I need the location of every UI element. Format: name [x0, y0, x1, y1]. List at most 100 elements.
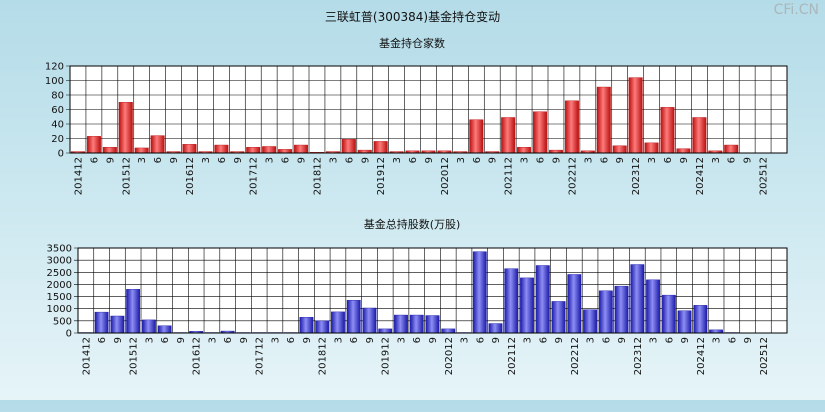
x-tick-label: 6	[286, 337, 297, 343]
y-tick-label: 1500	[47, 292, 72, 303]
x-tick-label: 6	[727, 157, 738, 163]
x-tick-label: 9	[424, 157, 435, 163]
x-tick-label: 202412	[696, 337, 707, 375]
x-tick-label: 9	[680, 337, 691, 343]
x-tick-label: 9	[113, 337, 124, 343]
x-tick-label: 9	[105, 157, 116, 163]
x-tick-label: 202512	[759, 157, 770, 195]
x-tick-label: 3	[137, 157, 148, 163]
bar	[347, 300, 360, 333]
x-tick-label: 3	[201, 157, 212, 163]
x-tick-label: 6	[217, 157, 228, 163]
x-tick-label: 9	[743, 337, 754, 343]
bar	[87, 136, 101, 153]
bar	[724, 145, 738, 153]
x-tick-label: 202212	[567, 157, 578, 195]
bar	[613, 146, 627, 153]
x-tick-label: 9	[176, 337, 187, 343]
x-tick-label: 6	[727, 337, 738, 343]
bar	[505, 269, 518, 333]
bar	[565, 101, 579, 153]
x-tick-label: 9	[617, 337, 628, 343]
x-tick-label: 201912	[376, 157, 387, 195]
bar	[501, 117, 515, 153]
bar	[151, 136, 165, 153]
x-tick-label: 3	[270, 337, 281, 343]
bar	[394, 315, 407, 333]
x-tick-label: 9	[615, 157, 626, 163]
y-tick-label: 120	[45, 62, 64, 73]
x-tick-label: 202412	[695, 157, 706, 195]
bar	[426, 316, 439, 333]
x-tick-label: 3	[649, 337, 660, 343]
bar	[135, 148, 149, 153]
x-tick-label: 9	[554, 337, 565, 343]
x-tick-label: 201412	[81, 337, 92, 375]
x-tick-label: 3	[333, 337, 344, 343]
x-tick-label: 9	[233, 157, 244, 163]
bar	[583, 310, 596, 333]
x-tick-label: 6	[89, 157, 100, 163]
bar	[693, 117, 707, 153]
bar	[517, 147, 531, 153]
page-title: 三联虹普(300384)基金持仓变动	[0, 8, 825, 25]
x-tick-label: 3	[523, 337, 534, 343]
x-tick-label: 3	[583, 157, 594, 163]
y-tick-label: 2000	[47, 280, 72, 291]
x-tick-label: 202312	[633, 337, 644, 375]
x-tick-label: 201512	[121, 157, 132, 195]
bar	[278, 149, 292, 153]
x-tick-label: 202012	[440, 157, 451, 195]
bar	[597, 87, 611, 153]
x-tick-label: 202112	[504, 157, 515, 195]
y-tick-label: 1000	[47, 304, 72, 315]
x-tick-label: 9	[488, 157, 499, 163]
x-tick-label: 6	[97, 337, 108, 343]
x-tick-label: 3	[265, 157, 276, 163]
x-tick-label: 9	[360, 157, 371, 163]
bar	[662, 295, 675, 333]
x-tick-label: 3	[520, 157, 531, 163]
x-tick-label: 6	[663, 157, 674, 163]
bar	[646, 280, 659, 333]
x-tick-label: 9	[551, 157, 562, 163]
bar	[629, 78, 643, 153]
y-tick-label: 80	[51, 91, 64, 102]
chart-title: 基金总持股数(万股)	[364, 217, 461, 231]
x-tick-label: 202012	[444, 337, 455, 375]
bar	[536, 265, 549, 333]
x-tick-label: 6	[412, 337, 423, 343]
x-tick-label: 3	[144, 337, 155, 343]
bar	[262, 146, 276, 153]
x-tick-label: 201512	[129, 337, 140, 375]
bar	[694, 305, 707, 333]
x-tick-label: 201912	[381, 337, 392, 375]
y-tick-label: 40	[51, 120, 64, 131]
watermark-logo: CFi.CN	[774, 2, 819, 18]
x-tick-label: 3	[711, 157, 722, 163]
bar	[95, 312, 108, 333]
bar	[183, 144, 197, 153]
x-tick-label: 202512	[759, 337, 770, 375]
bar	[331, 312, 344, 333]
x-tick-label: 9	[679, 157, 690, 163]
bar	[316, 321, 329, 333]
x-tick-label: 3	[647, 157, 658, 163]
x-tick-label: 9	[365, 337, 376, 343]
x-tick-label: 6	[349, 337, 360, 343]
bar	[215, 145, 229, 153]
x-tick-label: 6	[475, 337, 486, 343]
y-tick-label: 20	[51, 134, 64, 145]
x-tick-label: 6	[536, 157, 547, 163]
bar	[489, 324, 502, 333]
x-tick-label: 202112	[507, 337, 518, 375]
bar	[470, 120, 484, 153]
x-tick-label: 9	[239, 337, 250, 343]
bar	[142, 320, 155, 333]
x-tick-label: 9	[743, 157, 754, 163]
bar	[103, 147, 117, 153]
x-tick-label: 6	[223, 337, 234, 343]
bar	[111, 316, 124, 333]
x-tick-label: 6	[664, 337, 675, 343]
